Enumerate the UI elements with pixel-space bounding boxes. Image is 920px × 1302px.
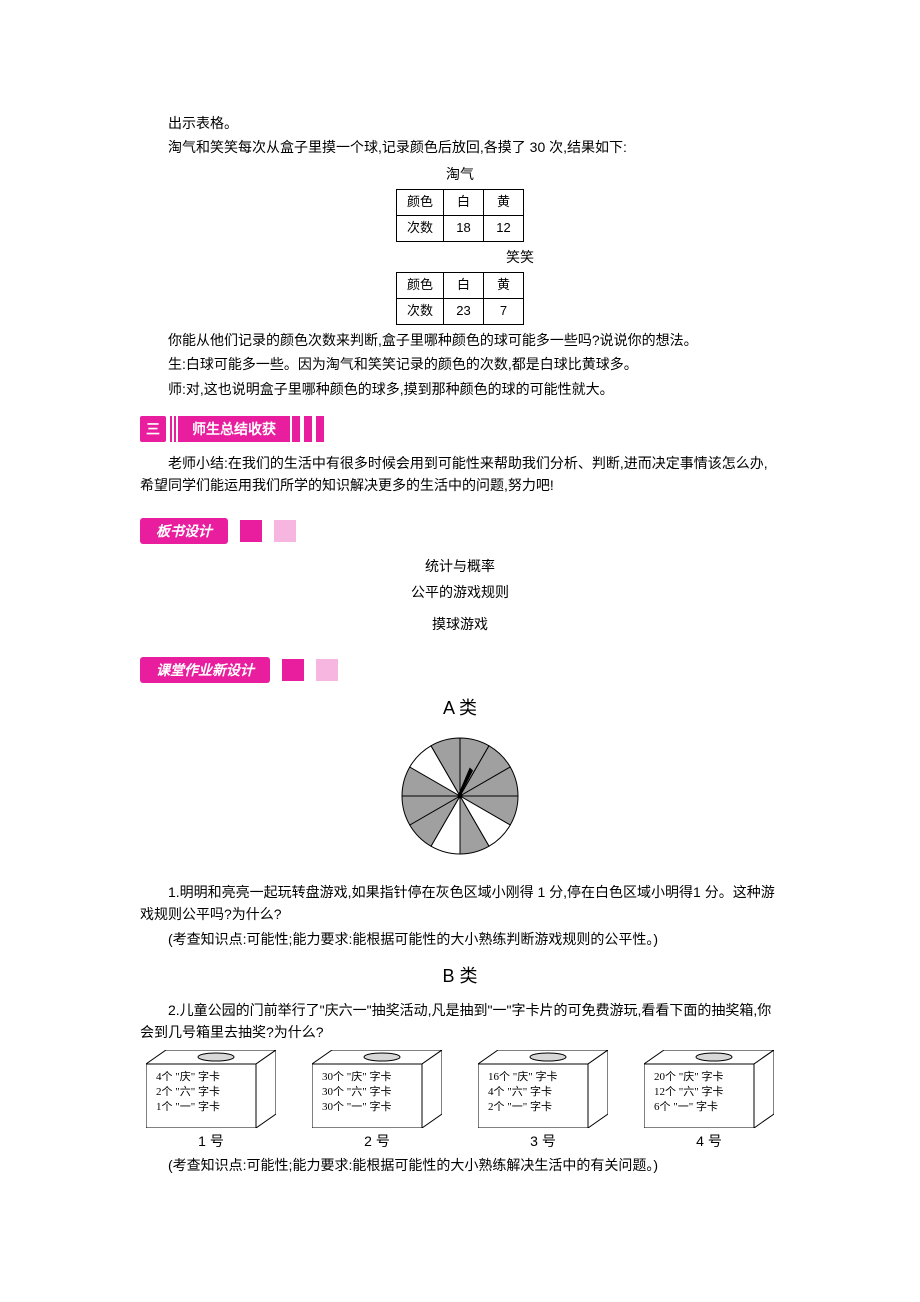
board-design-header: 板书设计 <box>140 519 780 543</box>
decor-square-light-icon <box>316 659 338 681</box>
t1-r2c2: 18 <box>444 215 484 241</box>
box4-line2: 12个 "六" 字卡 <box>654 1085 723 1100</box>
box2-label: 2 号 <box>306 1130 448 1152</box>
table-taoqi: 颜色 白 黄 次数 18 12 <box>396 189 524 242</box>
decor-square-light-icon <box>274 520 296 542</box>
box1-line2: 2个 "六" 字卡 <box>156 1085 220 1100</box>
box1-line1: 4个 "庆" 字卡 <box>156 1070 220 1085</box>
t2-r1c3: 黄 <box>484 273 524 299</box>
dialogue-student: 生:白球可能多一些。因为淘气和笑笑记录的颜色的次数,都是白球比黄球多。 <box>140 353 780 375</box>
prize-box-3: 16个 "庆" 字卡 4个 "六" 字卡 2个 "一" 字卡 3 号 <box>472 1050 614 1152</box>
box3-line1: 16个 "庆" 字卡 <box>488 1070 557 1085</box>
homework-pill: 课堂作业新设计 <box>140 657 270 683</box>
dialogue-teacher: 师:对,这也说明盒子里哪种颜色的球多,摸到那种颜色的球的可能性就大。 <box>140 378 780 400</box>
board-line-1: 统计与概率 <box>140 555 780 577</box>
t2-r2c3: 7 <box>484 298 524 324</box>
dialogue-question: 你能从他们记录的颜色次数来判断,盒子里哪种颜色的球可能多一些吗?说说你的想法。 <box>140 329 780 351</box>
intro-line-2: 淘气和笑笑每次从盒子里摸一个球,记录颜色后放回,各摸了 30 次,结果如下: <box>140 136 780 158</box>
t1-r1c1: 颜色 <box>396 190 443 216</box>
box3-line3: 2个 "一" 字卡 <box>488 1100 557 1115</box>
box1-label: 1 号 <box>140 1130 282 1152</box>
summary-body: 老师小结:在我们的生活中有很多时候会用到可能性来帮助我们分析、判断,进而决定事情… <box>140 452 780 497</box>
section-title: 师生总结收获 <box>178 416 290 442</box>
category-b-title: B 类 <box>140 962 780 991</box>
board-line-2: 公平的游戏规则 <box>140 581 780 603</box>
table2-title: 笑笑 <box>140 246 780 268</box>
t2-r2c1: 次数 <box>396 298 443 324</box>
question-2-text: 2.儿童公园的门前举行了"庆六一"抽奖活动,凡是抽到"一"字卡片的可免费游玩,看… <box>140 999 780 1044</box>
prize-box-4: 20个 "庆" 字卡 12个 "六" 字卡 6个 "一" 字卡 4 号 <box>638 1050 780 1152</box>
t2-r1c2: 白 <box>444 273 484 299</box>
question-1-note: (考查知识点:可能性;能力要求:能根据可能性的大小熟练判断游戏规则的公平性。) <box>140 928 780 950</box>
stripe-decor-icon <box>168 416 176 442</box>
box4-label: 4 号 <box>638 1130 780 1152</box>
t1-r2c1: 次数 <box>396 215 443 241</box>
decor-square-dark-icon <box>240 520 262 542</box>
box2-line3: 30个 "一" 字卡 <box>322 1100 391 1115</box>
prize-boxes-row: 4个 "庆" 字卡 2个 "六" 字卡 1个 "一" 字卡 1 号 30个 "庆… <box>140 1050 780 1152</box>
intro-line-1: 出示表格。 <box>140 112 780 134</box>
prize-box-1: 4个 "庆" 字卡 2个 "六" 字卡 1个 "一" 字卡 1 号 <box>140 1050 282 1152</box>
decor-square-dark-icon <box>282 659 304 681</box>
table1-title: 淘气 <box>140 163 780 185</box>
t1-r1c2: 白 <box>444 190 484 216</box>
question-1-text: 1.明明和亮亮一起玩转盘游戏,如果指针停在灰色区域小刚得 1 分,停在白色区域小… <box>140 881 780 926</box>
box3-label: 3 号 <box>472 1130 614 1152</box>
t2-r1c1: 颜色 <box>396 273 443 299</box>
box4-line3: 6个 "一" 字卡 <box>654 1100 723 1115</box>
t1-r2c3: 12 <box>484 215 524 241</box>
question-2-note: (考查知识点:可能性;能力要求:能根据可能性的大小熟练解决生活中的有关问题。) <box>140 1154 780 1176</box>
box2-line2: 30个 "六" 字卡 <box>322 1085 391 1100</box>
tail-stripe-icon <box>292 416 324 442</box>
category-a-title: A 类 <box>140 694 780 723</box>
box3-line2: 4个 "六" 字卡 <box>488 1085 557 1100</box>
section-badge-icon: 三 <box>140 416 166 442</box>
spinner-diagram <box>140 731 780 867</box>
prize-box-2: 30个 "庆" 字卡 30个 "六" 字卡 30个 "一" 字卡 2 号 <box>306 1050 448 1152</box>
box2-line1: 30个 "庆" 字卡 <box>322 1070 391 1085</box>
section-header-summary: 三 师生总结收获 <box>140 416 780 442</box>
board-design-pill: 板书设计 <box>140 518 228 544</box>
t2-r2c2: 23 <box>444 298 484 324</box>
table-xiaoxiao: 颜色 白 黄 次数 23 7 <box>396 272 524 325</box>
t1-r1c3: 黄 <box>484 190 524 216</box>
box4-line1: 20个 "庆" 字卡 <box>654 1070 723 1085</box>
board-line-3: 摸球游戏 <box>140 613 780 635</box>
homework-header: 课堂作业新设计 <box>140 658 780 682</box>
box1-line3: 1个 "一" 字卡 <box>156 1100 220 1115</box>
